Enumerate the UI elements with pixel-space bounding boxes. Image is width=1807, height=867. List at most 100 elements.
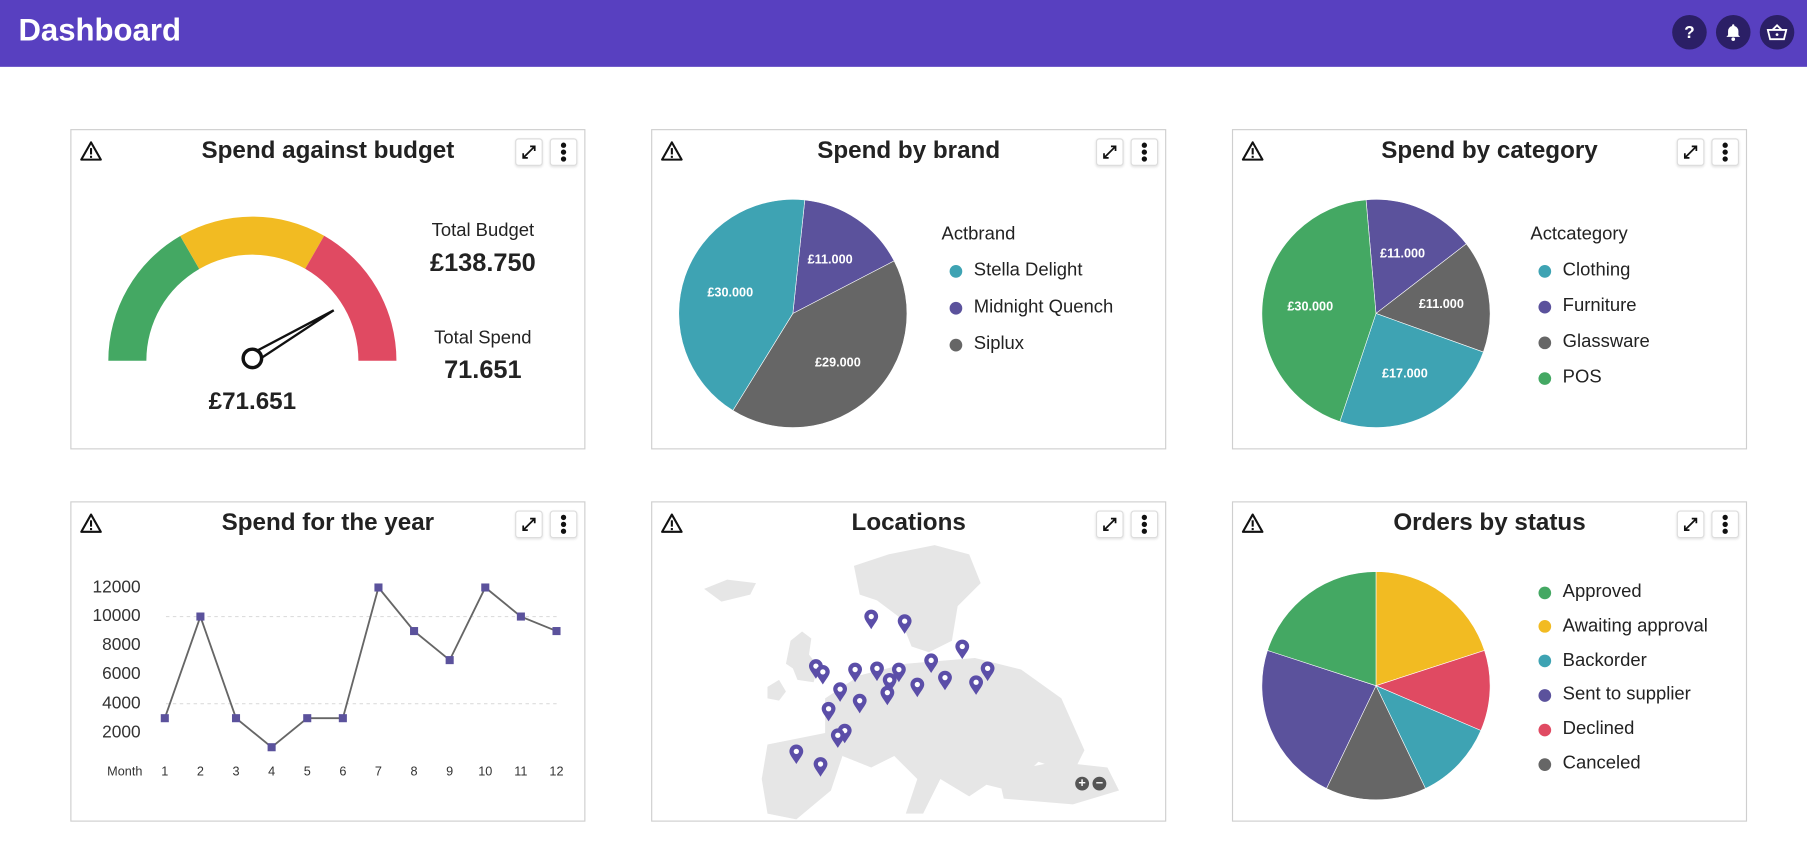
legend-label: Backorder (1562, 650, 1647, 671)
notifications-button[interactable] (1715, 14, 1751, 50)
more-options-button[interactable] (1711, 138, 1740, 166)
x-tick-label: 7 (374, 765, 382, 780)
location-pin-icon[interactable] (924, 653, 939, 674)
pie-slice[interactable] (792, 199, 895, 314)
location-pin-icon[interactable] (830, 728, 845, 748)
location-pin-icon[interactable] (821, 701, 836, 722)
pie-slice[interactable] (1261, 199, 1377, 423)
data-point[interactable] (338, 714, 347, 723)
budget-gauge (108, 216, 397, 370)
location-pin-icon[interactable] (882, 673, 897, 693)
widget-spend-by-category: Spend by category £11.000 £11.000 £17.000 £… (1231, 129, 1748, 450)
location-pin-icon[interactable] (848, 662, 863, 683)
legend-label: Midnight Quench (973, 297, 1114, 317)
basket-button[interactable] (1759, 14, 1795, 50)
data-point[interactable] (196, 612, 205, 621)
data-point[interactable] (516, 612, 525, 621)
warning-icon[interactable] (1241, 513, 1264, 534)
location-pin-icon[interactable] (891, 662, 906, 683)
legend-item[interactable]: Clothing (1538, 260, 1630, 281)
data-point[interactable] (267, 743, 276, 752)
data-point[interactable] (445, 656, 454, 665)
warning-icon[interactable] (1241, 141, 1264, 162)
data-point[interactable] (160, 714, 169, 723)
location-pin-icon[interactable] (789, 744, 804, 765)
pie-slice[interactable] (1326, 685, 1426, 801)
legend-label: Clothing (1562, 260, 1631, 281)
legend-item[interactable]: Approved (1538, 582, 1642, 603)
location-pin-icon[interactable] (870, 661, 884, 682)
legend-item[interactable]: Sent to supplier (1538, 684, 1691, 706)
data-point[interactable] (481, 583, 490, 592)
expand-button[interactable] (515, 510, 543, 539)
map-region (761, 732, 843, 820)
pie-slice[interactable] (1365, 199, 1467, 315)
expand-button[interactable] (1676, 138, 1705, 166)
expand-button[interactable] (515, 138, 543, 166)
location-pin-icon[interactable] (813, 757, 828, 777)
zoom-in-button[interactable]: + (1075, 776, 1090, 791)
location-pin-icon[interactable] (815, 664, 830, 685)
widget-orders-by-status: Orders by status Approved Awaiting approv… (1231, 501, 1748, 822)
data-point[interactable] (410, 627, 419, 636)
legend-item[interactable]: Stella Delight (949, 260, 1082, 281)
warning-icon[interactable] (80, 513, 103, 534)
legend-label: POS (1562, 367, 1602, 388)
location-pin-icon[interactable] (969, 675, 984, 695)
total-spend-label: Total Spend (434, 328, 532, 349)
legend-item[interactable]: Backorder (1538, 650, 1647, 672)
data-point[interactable] (303, 714, 312, 723)
europe-map[interactable] (652, 502, 1165, 820)
location-pin-icon[interactable] (980, 661, 995, 682)
widget-spend-against-budget: Spend against budget £71.651 Total Budget… (70, 129, 586, 450)
more-options-button[interactable] (549, 138, 578, 166)
legend-label: Sent to supplier (1562, 684, 1691, 705)
legend-item[interactable]: Midnight Quench (949, 297, 1114, 318)
location-pin-icon[interactable] (938, 670, 952, 691)
legend-item[interactable]: Declined (1538, 719, 1634, 740)
legend-item[interactable]: Siplux (949, 334, 1024, 355)
location-pin-icon[interactable] (880, 685, 895, 706)
pie-slice[interactable] (1261, 650, 1377, 789)
pie-slice[interactable] (678, 199, 806, 411)
total-budget-value: £138.750 (429, 247, 536, 277)
expand-button[interactable] (1676, 510, 1705, 539)
legend-item[interactable]: POS (1538, 367, 1602, 389)
pie-slice[interactable] (1267, 571, 1377, 687)
warning-icon[interactable] (80, 141, 103, 162)
location-pin-icon[interactable] (955, 639, 970, 660)
more-options-button[interactable] (1130, 138, 1159, 166)
expand-button[interactable] (1095, 138, 1124, 166)
expand-button[interactable] (1095, 510, 1124, 539)
pie-slice[interactable] (1375, 685, 1482, 789)
warning-icon[interactable] (660, 513, 683, 534)
legend-item[interactable]: Awaiting approval (1538, 616, 1708, 637)
pie-slice[interactable] (1375, 650, 1491, 731)
location-pin-icon[interactable] (897, 614, 912, 634)
pie-slice[interactable] (1375, 571, 1485, 687)
kebab-menu-icon (560, 142, 567, 162)
data-point[interactable] (552, 627, 561, 636)
location-pin-icon[interactable] (808, 659, 823, 679)
location-pin-icon[interactable] (910, 677, 925, 698)
zoom-out-button[interactable]: − (1092, 776, 1107, 791)
legend-title: Actcategory (1530, 224, 1628, 245)
pie-slice[interactable] (1339, 313, 1484, 428)
legend-item[interactable]: Glassware (1538, 332, 1650, 353)
legend-item[interactable]: Canceled (1538, 754, 1641, 775)
pie-slice[interactable] (1375, 243, 1491, 353)
more-options-button[interactable] (1130, 510, 1159, 539)
legend-dot (1538, 371, 1552, 385)
data-point[interactable] (374, 583, 383, 592)
legend-item[interactable]: Furniture (1538, 296, 1636, 317)
location-pin-icon[interactable] (833, 682, 848, 702)
warning-icon[interactable] (660, 141, 683, 162)
help-button[interactable]: ? (1672, 14, 1707, 50)
location-pin-icon[interactable] (852, 693, 867, 714)
more-options-button[interactable] (549, 510, 578, 539)
location-pin-icon[interactable] (864, 609, 879, 630)
data-point[interactable] (231, 714, 241, 723)
more-options-button[interactable] (1711, 510, 1740, 539)
legend-label: Awaiting approval (1562, 616, 1708, 636)
pie-slice[interactable] (732, 260, 908, 428)
